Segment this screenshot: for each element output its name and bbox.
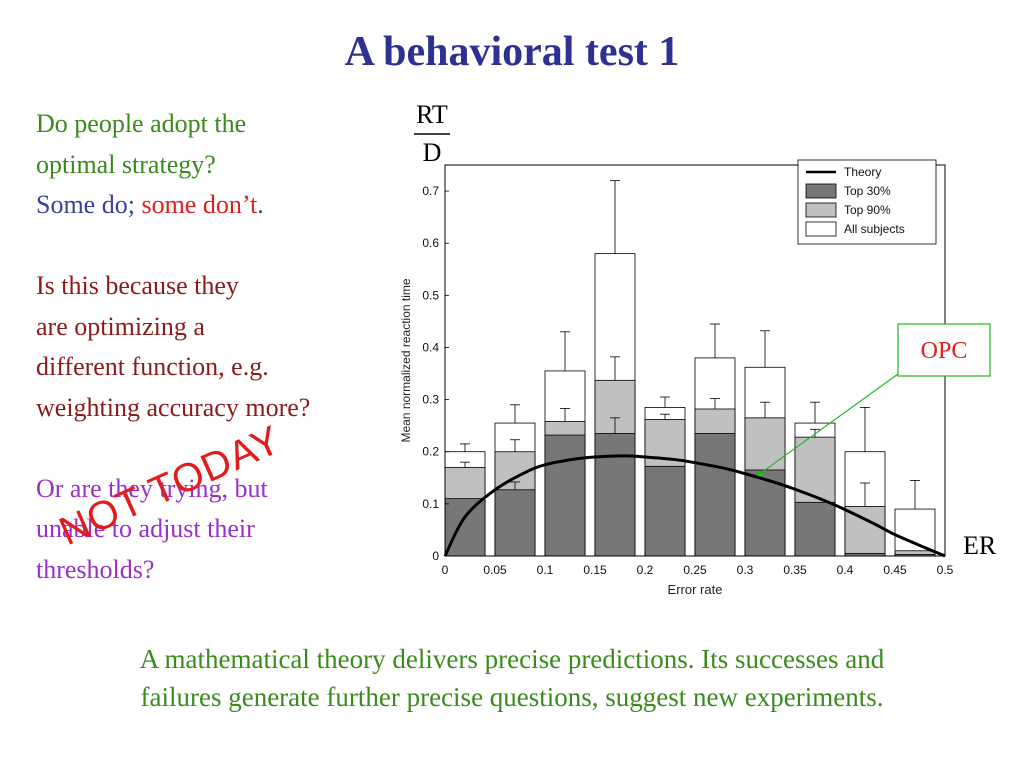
y-tick-label: 0.2 <box>422 445 439 459</box>
errorbar-all-subjects-3 <box>610 180 620 254</box>
bar-top-30--4 <box>644 465 686 557</box>
question-3-line-2: unable to adjust their <box>36 514 255 543</box>
opc-callout-line <box>759 373 899 475</box>
errorbar-top-30--3 <box>610 417 620 434</box>
svg-text:Top 90%: Top 90% <box>844 203 891 217</box>
bar-top-90--8 <box>844 506 886 557</box>
errorbar-all-subjects-0 <box>460 443 470 452</box>
bar-top-30--7 <box>794 501 836 557</box>
errorbar-all-subjects-7 <box>810 401 820 424</box>
errorbar-top-90--3 <box>610 356 620 381</box>
y-fraction-denominator: D <box>423 138 442 167</box>
errorbar-top-90--0 <box>460 461 470 468</box>
opc-callout-box <box>897 323 991 377</box>
conclusion-line-1: A mathematical theory delivers precise p… <box>139 644 885 674</box>
bar-top-30--2 <box>544 434 586 557</box>
errorbar-all-subjects-1 <box>510 404 520 424</box>
y-tick-label: 0.3 <box>422 393 439 407</box>
slide-title: A behavioral test 1 <box>344 29 680 75</box>
opc-callout-dot <box>757 470 763 477</box>
x-tick-label: 0.25 <box>683 563 707 577</box>
errorbar-all-subjects-5 <box>710 323 720 358</box>
question-1-line-1: Do people adopt the <box>36 109 247 138</box>
x-tick-label: 0.35 <box>783 563 807 577</box>
conclusion-line-2: failures generate further precise questi… <box>140 682 884 712</box>
question-2-line-3: different function, e.g. <box>36 352 269 381</box>
errorbar-top-90--8 <box>860 482 870 507</box>
x-tick-label: 0.5 <box>937 563 954 577</box>
x-tick-label: 0.2 <box>637 563 654 577</box>
y-tick-label: 0.7 <box>422 184 439 198</box>
question-2-line-1: Is this because they <box>36 271 239 300</box>
errorbar-top-30--1 <box>510 481 520 490</box>
bar-top-30--5 <box>694 433 736 557</box>
question-2-line-2: are optimizing a <box>36 311 205 341</box>
errorbar-top-90--6 <box>760 401 770 418</box>
chart: 0 0.05 0.1 0.15 0.2 0.25 0.3 0.35 0.4 0.45 0.5 0 0.1… <box>399 100 997 597</box>
question-3-line-3: thresholds? <box>36 554 155 584</box>
y-tick-label: 0.6 <box>422 236 439 250</box>
answer-period: . <box>257 190 264 219</box>
errorbar-top-90--1 <box>510 439 520 452</box>
answer-separator: ; <box>127 190 135 219</box>
y-tick-label: 0.4 <box>422 340 439 354</box>
question-1-line-2: optimal strategy? <box>36 149 216 179</box>
legend-entry-top-90-: Top 90% <box>805 202 891 218</box>
errorbar-top-90--2 <box>560 408 570 422</box>
legend-entry-top-30-: Top 30% <box>805 183 891 199</box>
answer-some-dont: some don’t <box>141 190 258 219</box>
x-tick-label: 0.15 <box>583 563 607 577</box>
answer-some-do: Some do <box>36 190 128 219</box>
errorbar-all-subjects-9 <box>910 480 920 510</box>
svg-text:Top 30%: Top 30% <box>844 184 891 198</box>
errorbar-all-subjects-2 <box>560 331 570 371</box>
x-tick-label: 0.05 <box>483 563 507 577</box>
question-3-line-1: Or are they trying, but <box>36 473 268 503</box>
x-tick-label: 0.3 <box>737 563 754 577</box>
y-tick-label: 0.5 <box>422 288 439 302</box>
y-axis-title: Mean normalized reaction time <box>399 278 413 442</box>
errorbar-all-subjects-4 <box>660 396 670 408</box>
errorbar-all-subjects-8 <box>860 407 870 452</box>
x-tick-label: 0.4 <box>837 563 854 577</box>
answer-line: Some do; some don’t. <box>36 185 381 226</box>
y-tick-label: 0 <box>432 549 439 563</box>
question-2-line-4: weighting accuracy more? <box>36 392 311 422</box>
x-tick-label: 0 <box>442 563 449 577</box>
errorbar-top-90--4 <box>660 413 670 420</box>
theory-curve <box>443 454 946 558</box>
conclusion-text: A mathematical theory delivers precise p… <box>0 640 1024 716</box>
legend: Theory Top 30% Top 90% All subjects <box>797 159 937 245</box>
bar-top-30--0 <box>444 498 486 557</box>
bar-top-30--3 <box>594 433 636 557</box>
y-tick-label: 0.1 <box>422 497 439 511</box>
errorbar-top-90--5 <box>710 398 720 409</box>
legend-entry-all-subjects: All subjects <box>805 221 905 237</box>
x-tick-label: 0.45 <box>883 563 907 577</box>
svg-text:Theory: Theory <box>844 165 881 179</box>
bar-top-30--1 <box>494 489 536 557</box>
errorbar-all-subjects-6 <box>760 330 770 368</box>
y-fraction-numerator: RT <box>416 100 448 129</box>
x-tick-label: 0.1 <box>537 563 554 577</box>
question-text-block: Do people adopt the optimal strategy? So… <box>36 104 381 590</box>
x-axis-title: Error rate <box>668 582 723 597</box>
opc-callout-label: OPC <box>921 338 968 364</box>
svg-text:All subjects: All subjects <box>844 222 905 236</box>
x-extra-label-er: ER <box>963 531 997 560</box>
legend-entry-theory: Theory <box>806 165 881 179</box>
